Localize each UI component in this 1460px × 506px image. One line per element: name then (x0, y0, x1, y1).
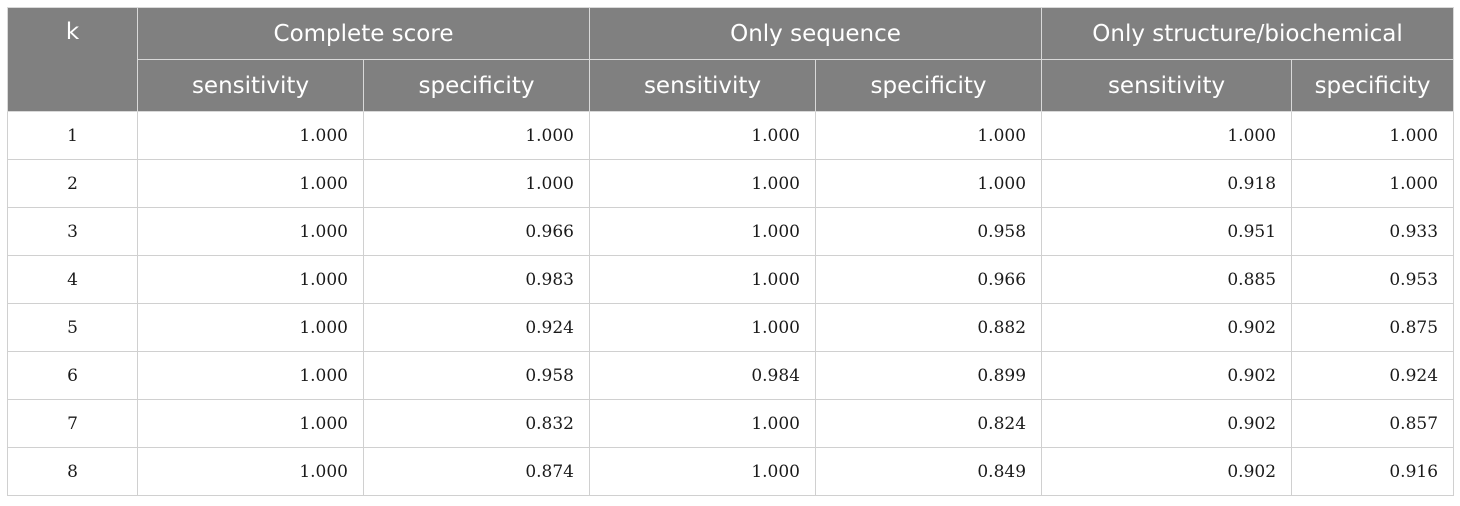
cell-k: 3 (7, 207, 138, 256)
cell-complete-sensitivity: 1.000 (137, 351, 364, 400)
cell-complete-specificity: 1.000 (363, 159, 590, 208)
table-row: 3 1.000 0.966 1.000 0.958 0.951 0.933 (7, 207, 1455, 256)
cell-complete-sensitivity: 1.000 (137, 111, 364, 160)
cell-structure-specificity: 0.857 (1291, 399, 1455, 448)
cell-sequence-sensitivity: 1.000 (589, 159, 816, 208)
cell-structure-sensitivity: 0.902 (1041, 399, 1293, 448)
cell-sequence-specificity: 0.966 (814, 255, 1043, 304)
cell-complete-specificity: 0.966 (363, 207, 590, 256)
cell-complete-specificity: 0.958 (363, 351, 590, 400)
cell-sequence-sensitivity: 1.000 (589, 255, 816, 304)
cell-k: 2 (7, 159, 138, 208)
cell-complete-specificity: 0.832 (363, 399, 590, 448)
cell-structure-sensitivity: 1.000 (1041, 111, 1293, 160)
table-row: 4 1.000 0.983 1.000 0.966 0.885 0.953 (7, 255, 1455, 304)
header-group-only-structure: Only structure/biochemical (1041, 7, 1455, 60)
cell-structure-specificity: 0.924 (1291, 351, 1455, 400)
header-group-complete-score: Complete score (137, 7, 590, 60)
cell-structure-specificity: 0.916 (1291, 447, 1455, 496)
results-table: k Complete score Only sequence Only stru… (7, 7, 1455, 496)
cell-sequence-sensitivity: 1.000 (589, 111, 816, 160)
cell-complete-specificity: 0.874 (363, 447, 590, 496)
cell-complete-specificity: 0.983 (363, 255, 590, 304)
table-row: 7 1.000 0.832 1.000 0.824 0.902 0.857 (7, 399, 1455, 448)
cell-k: 1 (7, 111, 138, 160)
table-row: 1 1.000 1.000 1.000 1.000 1.000 1.000 (7, 111, 1455, 160)
cell-sequence-specificity: 0.899 (814, 351, 1043, 400)
cell-sequence-sensitivity: 0.984 (589, 351, 816, 400)
cell-complete-sensitivity: 1.000 (137, 255, 364, 304)
table-row: 2 1.000 1.000 1.000 1.000 0.918 1.000 (7, 159, 1455, 208)
cell-k: 4 (7, 255, 138, 304)
cell-sequence-sensitivity: 1.000 (589, 447, 816, 496)
cell-sequence-specificity: 0.849 (814, 447, 1043, 496)
cell-structure-sensitivity: 0.885 (1041, 255, 1293, 304)
cell-structure-specificity: 0.953 (1291, 255, 1455, 304)
cell-k: 5 (7, 303, 138, 352)
cell-structure-sensitivity: 0.951 (1041, 207, 1293, 256)
cell-structure-specificity: 0.933 (1291, 207, 1455, 256)
cell-complete-specificity: 0.924 (363, 303, 590, 352)
header-k: k (7, 7, 138, 112)
header-sensitivity: sensitivity (1041, 59, 1293, 112)
table-row: 5 1.000 0.924 1.000 0.882 0.902 0.875 (7, 303, 1455, 352)
cell-sequence-specificity: 0.824 (814, 399, 1043, 448)
cell-sequence-specificity: 1.000 (814, 159, 1043, 208)
cell-structure-specificity: 1.000 (1291, 111, 1455, 160)
cell-complete-specificity: 1.000 (363, 111, 590, 160)
table-header: k Complete score Only sequence Only stru… (7, 7, 1455, 112)
header-specificity: specificity (363, 59, 590, 112)
cell-complete-sensitivity: 1.000 (137, 159, 364, 208)
table-row: 6 1.000 0.958 0.984 0.899 0.902 0.924 (7, 351, 1455, 400)
cell-complete-sensitivity: 1.000 (137, 207, 364, 256)
cell-complete-sensitivity: 1.000 (137, 303, 364, 352)
cell-k: 7 (7, 399, 138, 448)
cell-sequence-specificity: 0.958 (814, 207, 1043, 256)
cell-k: 6 (7, 351, 138, 400)
table-body: 1 1.000 1.000 1.000 1.000 1.000 1.000 2 … (7, 111, 1455, 496)
cell-complete-sensitivity: 1.000 (137, 399, 364, 448)
cell-sequence-specificity: 1.000 (814, 111, 1043, 160)
cell-structure-sensitivity: 0.918 (1041, 159, 1293, 208)
cell-k: 8 (7, 447, 138, 496)
cell-structure-sensitivity: 0.902 (1041, 447, 1293, 496)
header-specificity: specificity (814, 59, 1043, 112)
table-row: 8 1.000 0.874 1.000 0.849 0.902 0.916 (7, 447, 1455, 496)
cell-complete-sensitivity: 1.000 (137, 447, 364, 496)
cell-sequence-specificity: 0.882 (814, 303, 1043, 352)
header-specificity: specificity (1291, 59, 1455, 112)
cell-structure-specificity: 1.000 (1291, 159, 1455, 208)
cell-structure-sensitivity: 0.902 (1041, 351, 1293, 400)
header-sensitivity: sensitivity (589, 59, 816, 112)
cell-sequence-sensitivity: 1.000 (589, 399, 816, 448)
cell-structure-sensitivity: 0.902 (1041, 303, 1293, 352)
cell-sequence-sensitivity: 1.000 (589, 207, 816, 256)
cell-structure-specificity: 0.875 (1291, 303, 1455, 352)
header-sensitivity: sensitivity (137, 59, 364, 112)
header-group-only-sequence: Only sequence (588, 7, 1043, 60)
cell-sequence-sensitivity: 1.000 (589, 303, 816, 352)
